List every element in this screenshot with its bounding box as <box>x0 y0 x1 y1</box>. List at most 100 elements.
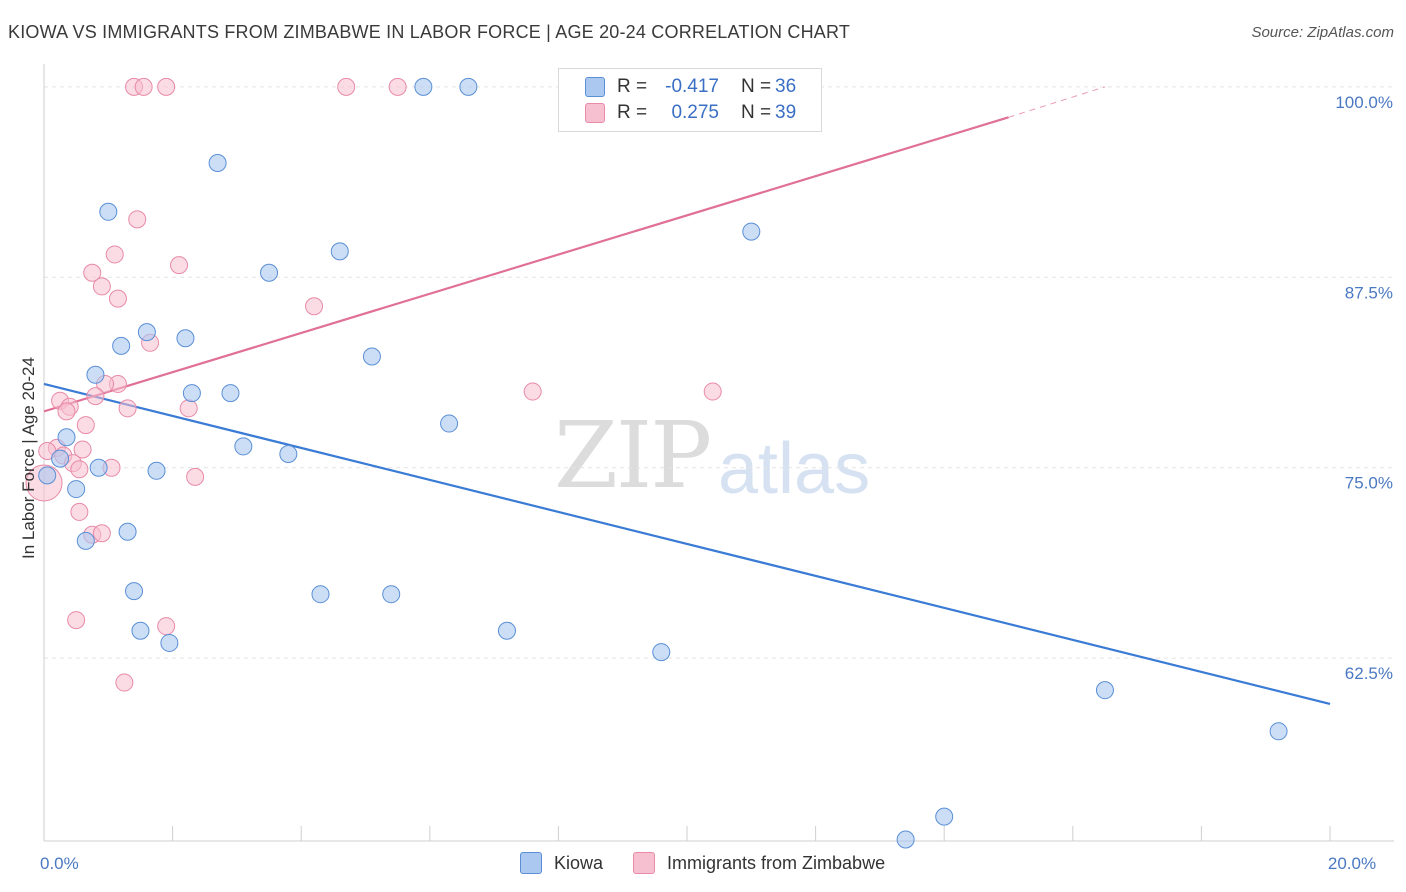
point-kiowa-35 <box>896 830 915 849</box>
point-kiowa-13 <box>221 384 240 403</box>
legend-swatch-zimbabwe <box>585 103 605 123</box>
legend-r-value-zimbabwe: 0.275 <box>671 102 719 123</box>
legend-swatch-zimbabwe <box>633 852 656 874</box>
point-kiowa-20 <box>147 461 166 480</box>
point-kiowa-11 <box>86 365 105 384</box>
point-zimbabwe-9 <box>92 277 111 296</box>
point-kiowa-1 <box>459 77 478 96</box>
point-zimbabwe-29 <box>70 460 89 479</box>
point-zimbabwe-16 <box>703 382 722 401</box>
point-zimbabwe-6 <box>105 245 124 264</box>
point-zimbabwe-33 <box>70 502 89 521</box>
point-kiowa-26 <box>311 585 330 604</box>
legend-row-zimbabwe: R = 0.275 N = 39 <box>585 100 796 126</box>
point-zimbabwe-15 <box>523 382 542 401</box>
point-kiowa-6 <box>260 263 279 282</box>
point-kiowa-30 <box>160 633 179 652</box>
legend-swatch-kiowa <box>585 77 605 97</box>
point-kiowa-14 <box>440 414 459 433</box>
point-kiowa-0 <box>414 77 433 96</box>
y-tick-label-0: 62.5% <box>1345 664 1393 683</box>
point-kiowa-7 <box>137 323 156 342</box>
point-kiowa-5 <box>330 242 349 261</box>
legend-label-zimbabwe: Immigrants from Zimbabwe <box>667 852 886 873</box>
point-kiowa-9 <box>112 336 131 355</box>
point-kiowa-22 <box>67 480 86 499</box>
point-kiowa-29 <box>497 621 516 640</box>
point-kiowa-23 <box>118 522 137 541</box>
point-kiowa-17 <box>279 445 298 464</box>
point-kiowa-10 <box>362 347 381 366</box>
point-kiowa-25 <box>125 582 144 601</box>
legend-r-value-kiowa: -0.417 <box>665 76 719 97</box>
y-axis-title: In Labor Force | Age 20-24 <box>19 357 38 559</box>
trend-line-kiowa <box>43 382 1331 705</box>
point-kiowa-15 <box>57 428 76 447</box>
kiowa-points <box>38 77 1288 849</box>
point-kiowa-28 <box>131 621 150 640</box>
point-zimbabwe-22 <box>179 399 198 418</box>
point-kiowa-8 <box>176 329 195 348</box>
point-kiowa-12 <box>182 384 201 403</box>
point-zimbabwe-17 <box>86 387 105 406</box>
tick-labels: 62.5% 75.0% 87.5% 100.0% 0.0% 20.0% <box>40 93 1393 873</box>
point-zimbabwe-21 <box>118 399 137 418</box>
point-zimbabwe-8 <box>83 263 102 282</box>
zimbabwe-points <box>25 77 722 692</box>
chart-title: KIOWA VS IMMIGRANTS FROM ZIMBABWE IN LAB… <box>8 22 851 42</box>
legend-swatch-kiowa <box>520 852 542 874</box>
legend-item-zimbabwe[interactable]: Immigrants from Zimbabwe <box>633 852 885 874</box>
point-kiowa-32 <box>1095 681 1114 700</box>
point-zimbabwe-1 <box>134 77 153 96</box>
correlation-legend: R = -0.417 N = 36 R = 0.275 N = 39 <box>558 68 822 132</box>
point-zimbabwe-25 <box>73 440 92 459</box>
point-zimbabwe-23 <box>76 416 95 435</box>
zimbabwe-trend-line <box>43 86 1106 413</box>
point-zimbabwe-4 <box>388 77 407 96</box>
legend-n-value-kiowa: 36 <box>775 76 797 97</box>
point-zimbabwe-3 <box>337 77 356 96</box>
trend-line-zimbabwe-extension <box>1008 86 1106 118</box>
x-tick-label-1: 20.0% <box>1328 854 1376 873</box>
point-zimbabwe-38 <box>115 673 134 692</box>
point-zimbabwe-2 <box>157 77 176 96</box>
point-kiowa-34 <box>935 807 954 826</box>
point-zimbabwe-7 <box>170 256 189 275</box>
point-kiowa-27 <box>382 585 401 604</box>
point-zimbabwe-36 <box>67 611 86 630</box>
watermark-atlas: atlas <box>718 429 871 509</box>
y-tick-label-1: 75.0% <box>1345 474 1393 493</box>
legend-r-label: R = <box>617 76 648 97</box>
point-kiowa-3 <box>99 202 118 221</box>
point-kiowa-33 <box>1269 722 1288 741</box>
point-kiowa-31 <box>652 643 671 662</box>
watermark-zip: ZIP <box>554 402 712 509</box>
point-zimbabwe-37 <box>157 617 176 636</box>
point-kiowa-21 <box>38 466 57 485</box>
point-kiowa-16 <box>234 437 253 456</box>
point-kiowa-24 <box>76 531 95 550</box>
legend-item-kiowa[interactable]: Kiowa <box>520 852 603 874</box>
series-legend: Kiowa Immigrants from Zimbabwe <box>520 852 915 874</box>
legend-label-kiowa: Kiowa <box>554 852 604 873</box>
legend-n-label: N = <box>741 76 772 97</box>
point-kiowa-19 <box>89 458 108 477</box>
x-tick-label-0: 0.0% <box>40 854 79 873</box>
legend-n-value-zimbabwe: 39 <box>775 102 797 123</box>
point-kiowa-18 <box>51 449 70 468</box>
point-zimbabwe-20 <box>57 402 76 421</box>
trend-line-zimbabwe <box>43 116 1009 413</box>
kiowa-trend-line <box>43 382 1331 705</box>
legend-row-kiowa: R = -0.417 N = 36 <box>585 74 796 100</box>
point-kiowa-4 <box>742 222 761 241</box>
legend-n-label: N = <box>741 102 772 123</box>
source-label: Source: ZipAtlas.com <box>1251 24 1394 41</box>
point-zimbabwe-31 <box>186 467 205 486</box>
gridlines <box>44 86 1394 659</box>
y-tick-label-2: 87.5% <box>1345 283 1393 302</box>
point-zimbabwe-5 <box>128 210 147 229</box>
point-zimbabwe-10 <box>108 289 127 308</box>
point-kiowa-2 <box>208 154 227 173</box>
y-tick-label-3: 100.0% <box>1335 93 1393 112</box>
